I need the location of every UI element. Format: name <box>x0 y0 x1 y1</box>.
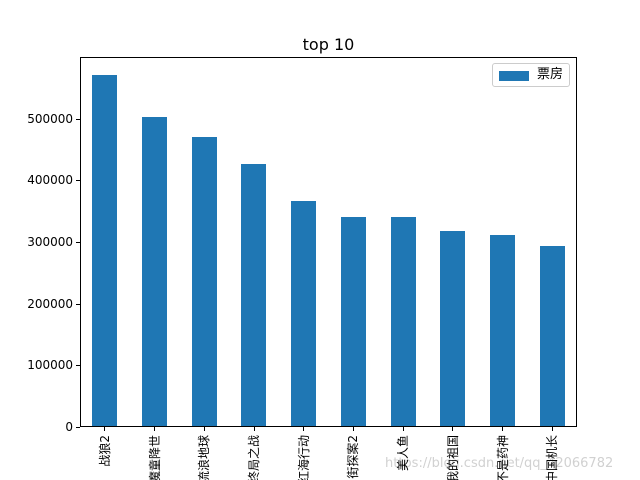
bar <box>92 75 118 426</box>
y-tick-label: 0 <box>65 420 73 434</box>
x-tick-label: 战狼2 <box>97 435 112 467</box>
y-tick-label: 300000 <box>27 235 73 249</box>
x-tick-label: 美人鱼 <box>396 435 411 472</box>
x-tick-mark <box>352 427 354 431</box>
x-tick-label: 街探案2 <box>346 435 361 479</box>
y-tick-label: 500000 <box>27 111 73 126</box>
x-tick-label: 流浪地球 <box>197 435 212 480</box>
y-tick-label: 200000 <box>27 296 73 311</box>
x-tick-mark <box>551 427 553 431</box>
x-tick-mark <box>402 427 404 431</box>
legend: 票房 <box>492 63 570 87</box>
legend-swatch <box>499 71 529 81</box>
bar <box>291 200 317 426</box>
x-tick-mark <box>154 427 156 431</box>
x-tick-mark <box>253 427 255 431</box>
chart-title: top 10 <box>302 35 355 54</box>
bar <box>241 163 267 426</box>
x-tick-mark <box>203 427 205 431</box>
bar <box>390 216 416 426</box>
bar <box>142 116 168 426</box>
x-tick-mark <box>303 427 305 431</box>
y-tick-label: 400000 <box>27 173 73 188</box>
bar <box>440 230 466 426</box>
x-tick-label: 不是药神 <box>495 435 510 480</box>
x-tick-mark <box>452 427 454 431</box>
y-tick-mark <box>76 303 80 305</box>
x-tick-label: 中国机长 <box>545 435 560 480</box>
bar <box>191 137 217 426</box>
bar <box>539 246 565 426</box>
y-tick-mark <box>76 118 80 120</box>
bar <box>340 216 366 426</box>
y-tick-mark <box>76 180 80 182</box>
x-tick-mark <box>104 427 106 431</box>
y-tick-mark <box>76 365 80 367</box>
x-tick-label: 红海行动 <box>296 435 311 480</box>
x-tick-label: 终局之战 <box>247 435 261 480</box>
y-tick-label: 100000 <box>27 358 73 373</box>
y-tick-mark <box>76 427 80 428</box>
bar <box>489 234 515 426</box>
plot-area <box>80 57 577 427</box>
x-tick-mark <box>502 427 503 431</box>
x-tick-label: 我的祖国 <box>445 435 460 480</box>
watermark: https://blog.csdn.net/qq_42066782 <box>385 456 614 471</box>
x-tick-label: 魔童降世 <box>147 435 162 480</box>
legend-label: 票房 <box>537 67 564 82</box>
y-tick-mark <box>76 242 80 243</box>
